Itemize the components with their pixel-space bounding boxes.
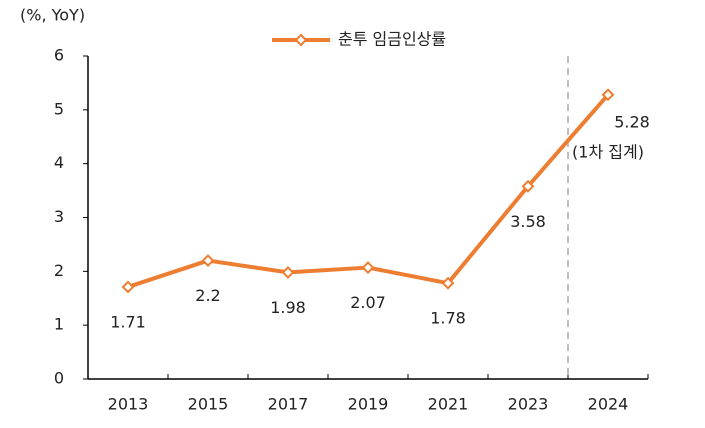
legend-marker [294, 33, 308, 47]
y-tick-label: 2 [54, 261, 64, 280]
point-marker [361, 261, 375, 274]
data-label: 1.98 [270, 298, 306, 317]
x-tick-label: 2019 [348, 395, 389, 414]
y-tick-label: 4 [54, 153, 64, 172]
x-tick-label: 2017 [268, 395, 309, 414]
point-marker [121, 280, 135, 294]
x-tick-label: 2021 [428, 395, 469, 414]
point-marker [441, 276, 455, 290]
x-tick-label: 2013 [108, 395, 149, 414]
x-tick-label: 2023 [508, 395, 549, 414]
x-tick-label: 2024 [588, 395, 629, 414]
data-label: 3.58 [510, 212, 546, 231]
y-tick-label: 0 [54, 369, 64, 388]
y-axis-label: (%, YoY) [20, 6, 85, 25]
y-tick-label: 5 [54, 99, 64, 118]
point-marker [201, 254, 215, 267]
y-tick-label: 6 [54, 46, 64, 65]
annotation: (1차 집계) [572, 143, 644, 162]
series-line [127, 93, 610, 289]
y-tick-label: 3 [54, 207, 64, 226]
point-marker [281, 265, 295, 279]
data-label: 2.2 [195, 286, 220, 305]
data-label: 2.07 [350, 293, 386, 312]
data-label: 1.71 [110, 312, 146, 331]
legend-label: 춘투 임금인상률 [338, 30, 446, 49]
data-label: 1.78 [430, 309, 466, 328]
data-label: 5.28 [614, 112, 650, 131]
x-tick-label: 2015 [188, 395, 229, 414]
point-marker [521, 179, 535, 193]
y-tick-label: 1 [54, 315, 64, 334]
point-marker [601, 88, 615, 102]
